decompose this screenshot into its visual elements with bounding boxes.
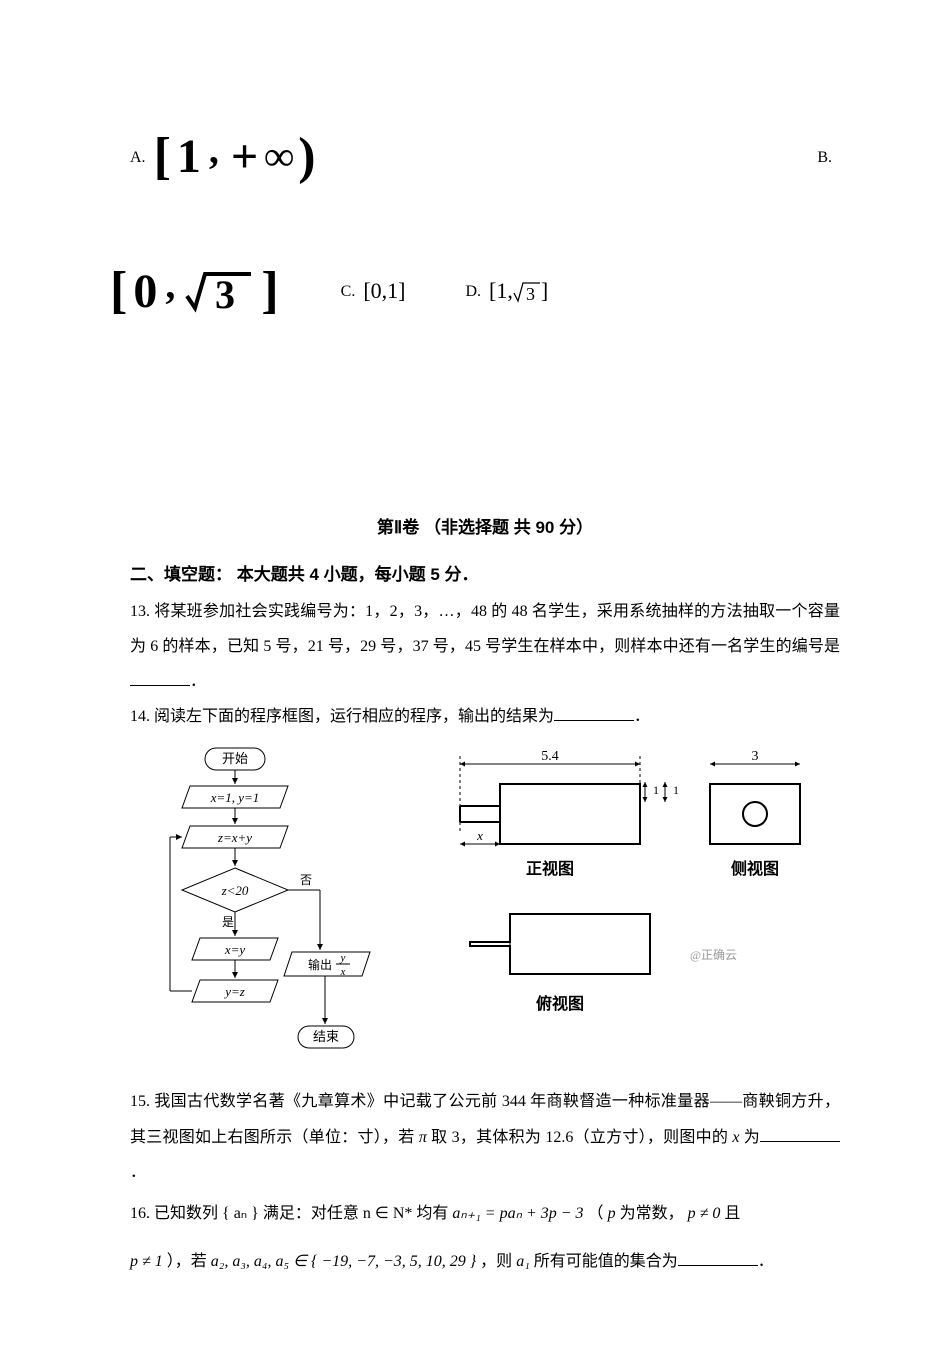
svg-text:5.4: 5.4 xyxy=(541,749,559,764)
opt-a-expr: [ 1 , + ∞ ) xyxy=(154,100,318,214)
q16: 16. 已知数列 { aₙ } 满足：对任意 n ∈ N* 均有 aₙ₊₁ = … xyxy=(130,1190,840,1286)
sqrt3-large-icon: 3 xyxy=(185,270,255,314)
svg-text:y=z: y=z xyxy=(223,984,245,999)
q15: 15. 我国古代数学名著《九章算术》中记载了公元前 344 年商鞅督造一种标准量… xyxy=(130,1084,840,1190)
svg-text:3: 3 xyxy=(215,272,237,314)
svg-text:1: 1 xyxy=(673,783,679,797)
opt-b-label: B. xyxy=(817,149,832,166)
svg-text:x: x xyxy=(340,966,346,978)
svg-text:x=1, y=1: x=1, y=1 xyxy=(210,790,260,805)
svg-text:x: x xyxy=(476,828,483,843)
q16-blank xyxy=(678,1249,758,1266)
sqrt3-small-icon: 3 xyxy=(513,281,541,303)
svg-text:x=y: x=y xyxy=(224,942,246,957)
section-title: 第Ⅱ卷 （非选择题 共 90 分） xyxy=(130,509,840,546)
svg-text:3: 3 xyxy=(526,284,535,303)
svg-text:开始: 开始 xyxy=(222,751,248,766)
svg-text:否: 否 xyxy=(300,873,312,887)
svg-text:1: 1 xyxy=(653,783,659,797)
flowchart: 开始 x=1, y=1 z=x+y z<20 是 否 xyxy=(160,744,400,1074)
q13: 13. 将某班参加社会实践编号为：1，2，3，…，48 的 48 名学生，采用系… xyxy=(130,594,840,700)
svg-text:是: 是 xyxy=(222,915,234,929)
three-views: 5.4 3 1 1 x 正视图 xyxy=(440,744,820,1064)
q14: 14. 阅读左下面的程序框图，运行相应的程序，输出的结果为． xyxy=(130,699,840,734)
q14-blank xyxy=(554,704,634,721)
svg-text:z<20: z<20 xyxy=(221,883,249,898)
svg-text:输出: 输出 xyxy=(308,957,332,972)
opt-b-expr: [ 0 , 3 ] xyxy=(110,234,281,348)
svg-text:z=x+y: z=x+y xyxy=(217,830,252,845)
section-subtitle: 二、填空题： 本大题共 4 小题，每小题 5 分． xyxy=(130,556,840,593)
q13-blank xyxy=(130,669,190,686)
q15-blank xyxy=(760,1125,840,1142)
q12-options: A. [ 1 , + ∞ ) B. [ 0 , xyxy=(130,100,840,349)
svg-text:y: y xyxy=(340,952,346,964)
opt-d: D. [ 1 , 3 ] xyxy=(465,267,548,315)
svg-text:3: 3 xyxy=(752,749,759,764)
svg-text:@正确云: @正确云 xyxy=(690,948,737,962)
svg-text:俯视图: 俯视图 xyxy=(536,994,584,1013)
opt-c: C. [0,1] xyxy=(341,267,406,315)
svg-text:正视图: 正视图 xyxy=(526,859,574,878)
svg-text:侧视图: 侧视图 xyxy=(731,859,779,878)
opt-a-label: A. xyxy=(130,140,146,175)
svg-text:结束: 结束 xyxy=(313,1029,339,1044)
